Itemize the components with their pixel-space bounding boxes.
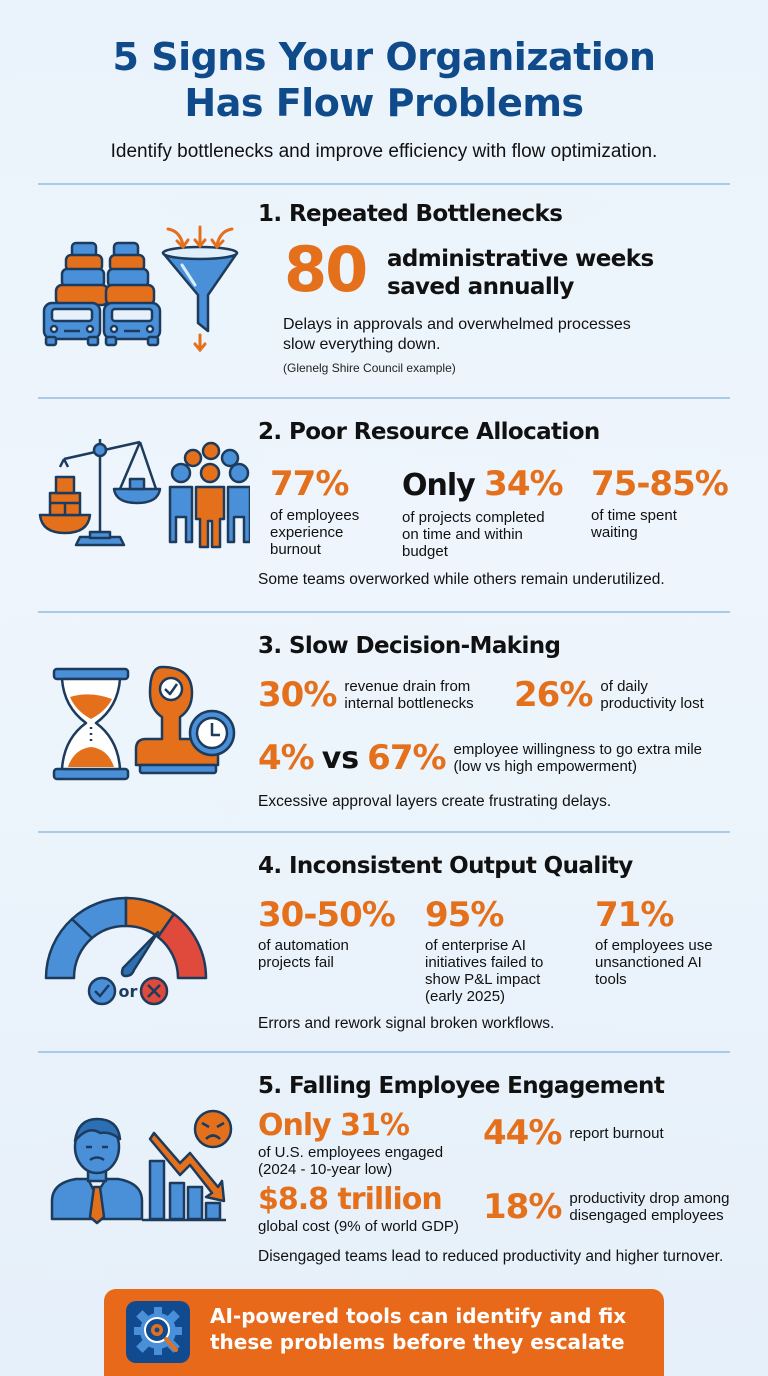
page-subtitle: Identify bottlenecks and improve efficie… (110, 141, 658, 162)
cta-message: AI-powered tools can identify and fix th… (210, 1304, 627, 1354)
stat-80-label: administrative weeks saved annually (387, 246, 654, 300)
section-4-title: 4. Inconsistent Output Quality (258, 853, 633, 879)
cta-banner: AI-powered tools can identify and fix th… (104, 1289, 664, 1376)
traffic-jam-cars-icon (42, 225, 239, 353)
balance-scale-icon (38, 439, 162, 547)
section-2-illustration (30, 437, 252, 557)
gauge-meter-icon (44, 896, 208, 980)
divider (38, 1051, 730, 1053)
section-falling-employee-engagement: 5. Falling Employee Engagement Only 31% … (0, 1053, 768, 1279)
section-3-note: Excessive approval layers create frustra… (258, 793, 612, 810)
gear-magnifier-icon (126, 1301, 190, 1363)
stat-71-percent: 71% of employees use unsanctioned AI too… (595, 895, 713, 988)
title-line-2: Has Flow Problems (184, 81, 584, 125)
funnel-icon (161, 225, 239, 353)
section-2-title: 2. Poor Resource Allocation (258, 419, 600, 445)
section-repeated-bottlenecks: 1. Repeated Bottlenecks 80 administrativ… (0, 185, 768, 397)
section-5-title: 5. Falling Employee Engagement (258, 1073, 665, 1099)
section-1-illustration (30, 223, 250, 363)
section-5-illustration (30, 1105, 250, 1235)
stat-26-percent: 26% of daily productivity lost (514, 675, 704, 715)
stat-80-value: 80 (284, 233, 368, 306)
hourglass-icon (52, 667, 130, 781)
stat-77-percent: 77% of employees experience burnout (270, 464, 360, 558)
angry-face-icon (193, 1109, 233, 1149)
stat-30-percent: 30% revenue drain from internal bottlene… (258, 675, 474, 715)
or-label: or (119, 982, 138, 1001)
divider (38, 183, 730, 185)
stat-only-31-percent: Only 31% of U.S. employees engaged (2024… (258, 1108, 444, 1179)
approval-stamp-clock-icon (134, 665, 236, 775)
stat-44-percent: 44% report burnout (483, 1113, 664, 1153)
divider (38, 831, 730, 833)
section-slow-decision-making: 3. Slow Decision-Making 30% revenue drai… (0, 613, 768, 831)
stat-34-percent: Only 34% of projects completed on time a… (402, 464, 564, 560)
title-line-1: 5 Signs Your Organization (112, 35, 656, 79)
stat-18-percent: 18% productivity drop among disengaged e… (483, 1187, 730, 1227)
team-people-icon (168, 441, 252, 549)
declining-bar-chart-icon (142, 1131, 226, 1222)
section-inconsistent-output-quality: or 4. Inconsistent Output Quality 30-50%… (0, 833, 768, 1051)
section-4-note: Errors and rework signal broken workflow… (258, 1015, 555, 1032)
page-title: 5 Signs Your Organization Has Flow Probl… (0, 34, 768, 126)
section-3-illustration (30, 663, 250, 783)
section-5-note: Disengaged teams lead to reduced product… (258, 1248, 724, 1265)
section-1-description: Delays in approvals and overwhelmed proc… (283, 316, 631, 353)
stat-75-85-percent: 75-85% of time spent waiting (591, 464, 729, 541)
divider (38, 611, 730, 613)
section-4-illustration: or (30, 888, 250, 1008)
section-2-note: Some teams overworked while others remai… (258, 571, 665, 588)
section-poor-resource-allocation: 2. Poor Resource Allocation 77% of emplo… (0, 399, 768, 611)
section-1-source: (Glenelg Shire Council example) (283, 361, 456, 375)
stat-95-percent: 95% of enterprise AI initiatives failed … (425, 895, 544, 1005)
section-1-title: 1. Repeated Bottlenecks (258, 201, 563, 227)
sad-employee-icon (50, 1117, 144, 1225)
section-3-title: 3. Slow Decision-Making (258, 633, 561, 659)
divider (38, 397, 730, 399)
stat-4-vs-67-percent: 4% vs 67% employee willingness to go ext… (258, 738, 702, 778)
stat-8-8-trillion: $8.8 trillion global cost (9% of world G… (258, 1182, 459, 1236)
check-or-cross-icon (87, 976, 169, 1006)
stat-30-50-percent: 30-50% of automation projects fail (258, 895, 396, 971)
